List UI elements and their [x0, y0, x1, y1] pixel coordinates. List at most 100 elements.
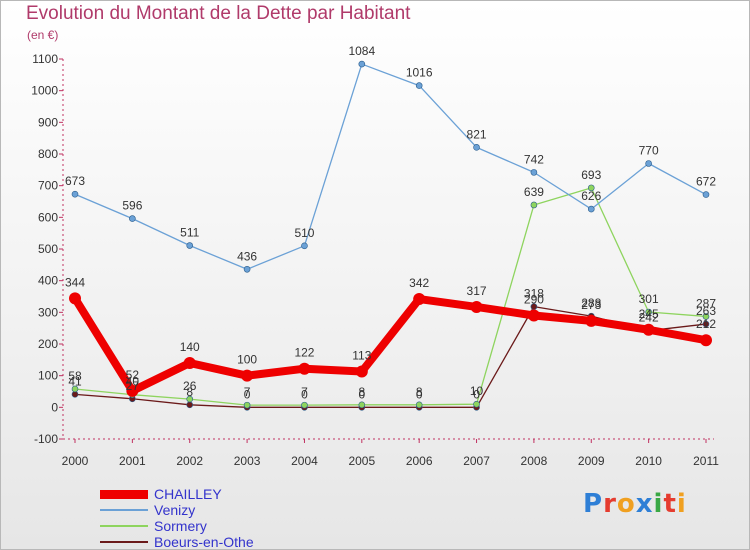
data-label: 673 [65, 174, 85, 188]
data-point [473, 400, 480, 408]
y-tick-label: 300 [38, 305, 58, 319]
data-label: 8 [358, 385, 365, 399]
logo-letter: o [616, 489, 636, 519]
data-point [587, 184, 595, 192]
data-label: 288 [581, 296, 601, 310]
logo-letter: i [653, 489, 664, 519]
y-tick-label: 1100 [32, 52, 58, 66]
data-label: 242 [639, 311, 659, 325]
data-point [243, 401, 251, 409]
data-label: 342 [409, 276, 429, 290]
data-point [129, 215, 136, 222]
legend-item: Sormery [100, 518, 254, 534]
data-label: 0 [358, 387, 365, 401]
y-tick-label: 700 [38, 179, 58, 193]
data-point [642, 323, 655, 336]
chart-unit: (en €) [27, 28, 59, 42]
legend-swatch [100, 489, 148, 499]
y-tick-label: 600 [38, 210, 58, 224]
y-tick-label: 800 [38, 147, 58, 161]
data-label: 0 [416, 387, 423, 401]
data-label: 510 [294, 226, 314, 240]
data-point [415, 82, 423, 89]
data-label: 41 [68, 374, 82, 388]
data-point [527, 309, 540, 322]
logo-letter: x [635, 489, 654, 519]
data-label: 626 [581, 189, 601, 203]
legend-swatch [100, 509, 148, 511]
data-label: 1016 [406, 66, 433, 80]
data-label: 596 [122, 199, 142, 213]
data-label: 26 [183, 379, 197, 393]
data-label: 8 [416, 385, 423, 399]
y-tick-label: 200 [38, 337, 58, 351]
data-label: 290 [524, 293, 544, 307]
x-tick-label: 2007 [463, 454, 490, 468]
data-label: 8 [186, 385, 193, 399]
x-tick-label: 2006 [406, 454, 433, 468]
proxiti-logo: Proxiti [583, 489, 687, 519]
data-label: 770 [639, 144, 659, 158]
data-label: 58 [68, 369, 82, 383]
x-tick-label: 2011 [693, 454, 719, 468]
data-point [702, 191, 710, 198]
data-label: 639 [524, 185, 544, 199]
data-label: 245 [639, 307, 659, 321]
x-tick-label: 2009 [578, 454, 605, 468]
legend-swatch [100, 525, 148, 527]
data-point [358, 60, 366, 68]
x-tick-label: 2000 [62, 454, 89, 468]
data-point [71, 385, 79, 393]
legend-item: CHAILLEY [100, 486, 254, 502]
data-point [702, 313, 710, 320]
data-label: 122 [294, 346, 314, 360]
y-tick-label: 400 [38, 274, 58, 288]
data-point [587, 205, 595, 213]
series-line [74, 187, 707, 406]
data-label: 40 [126, 375, 140, 389]
data-label: 436 [237, 249, 257, 263]
data-label: 672 [696, 175, 716, 189]
x-tick-label: 2008 [521, 454, 548, 468]
data-point [301, 401, 308, 409]
data-label: 100 [237, 353, 257, 367]
legend-label: Sormery [154, 518, 207, 534]
data-point [530, 169, 538, 176]
data-label: 52 [126, 368, 140, 382]
x-tick-label: 2001 [119, 454, 146, 468]
data-point [470, 300, 483, 313]
data-label: 821 [467, 127, 487, 141]
data-point [585, 314, 598, 327]
data-point [415, 401, 423, 409]
data-label: 344 [65, 275, 85, 289]
data-label: 7 [301, 385, 308, 399]
data-point [301, 242, 308, 250]
data-label: 273 [581, 298, 601, 312]
data-point [530, 201, 538, 209]
data-label: 263 [696, 304, 716, 318]
data-label: 10 [470, 384, 484, 398]
data-point [645, 160, 652, 167]
data-label: 317 [467, 284, 487, 298]
data-point [241, 369, 254, 382]
x-tick-label: 2010 [635, 454, 662, 468]
data-label: 0 [244, 387, 251, 401]
data-label: 693 [581, 168, 601, 182]
data-label: 287 [696, 296, 716, 310]
data-label: 140 [180, 340, 200, 354]
x-tick-label: 2005 [348, 454, 375, 468]
data-point [358, 401, 366, 409]
logo-letter: t [663, 489, 677, 519]
data-label: 511 [180, 226, 199, 240]
data-point [186, 401, 194, 409]
y-tick-label: 0 [51, 400, 58, 414]
data-label: 27 [126, 379, 140, 393]
legend-swatch [100, 541, 148, 543]
logo-letter: i [676, 489, 687, 519]
data-point [413, 293, 426, 306]
legend-label: Venizy [154, 502, 196, 518]
legend-label: Boeurs-en-Othe [154, 534, 254, 550]
y-tick-label: 500 [38, 242, 58, 256]
series-line [74, 63, 707, 270]
